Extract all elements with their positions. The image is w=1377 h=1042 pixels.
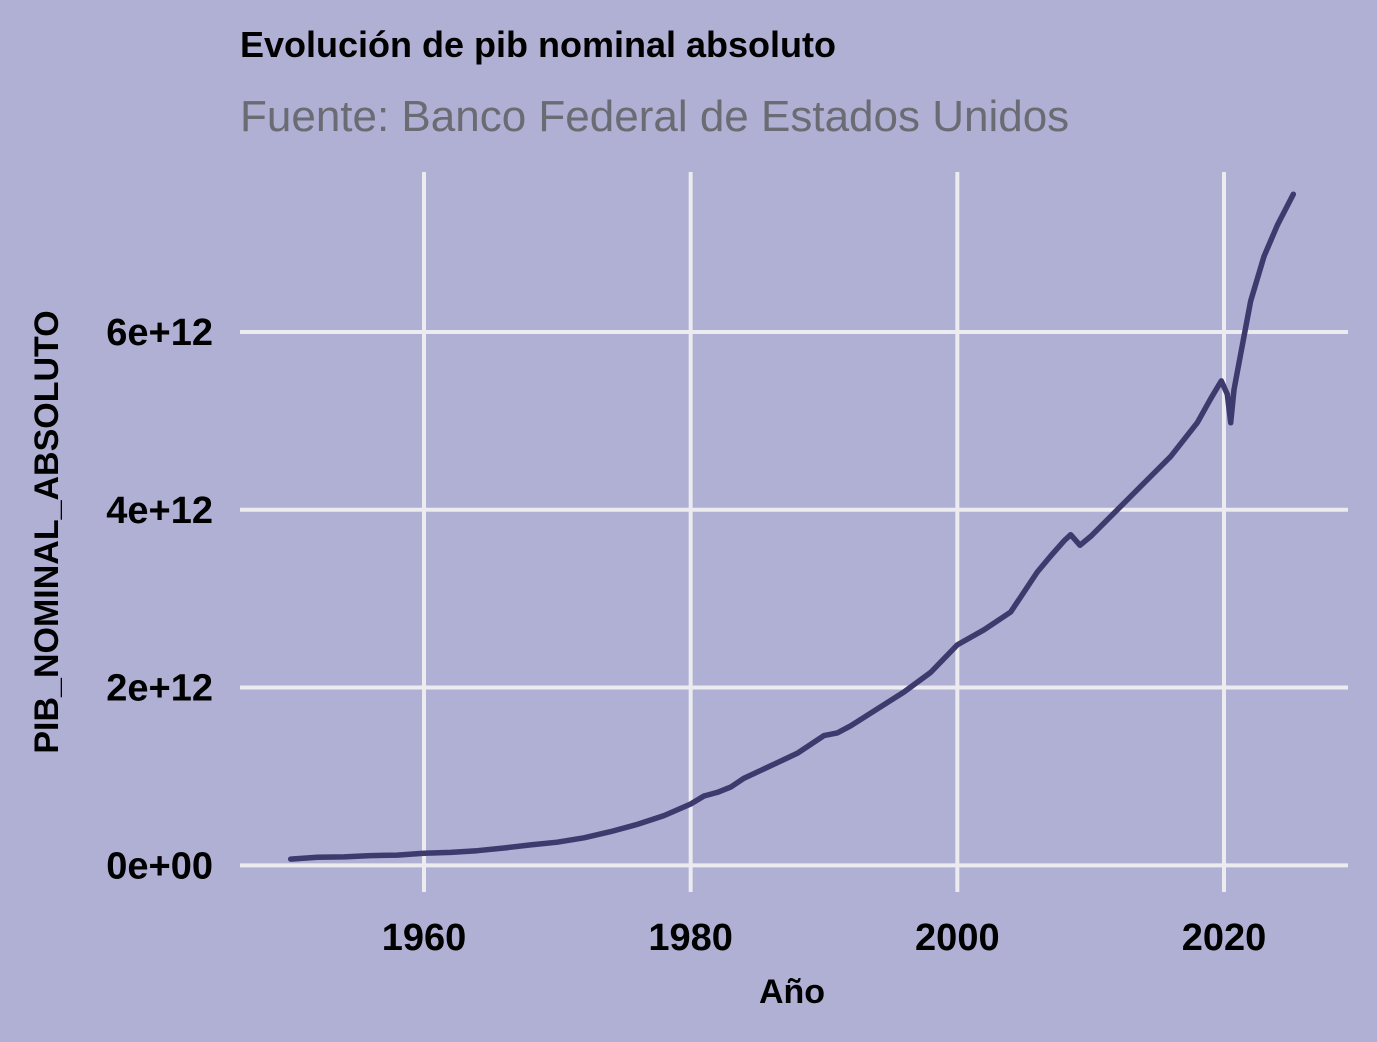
y-tick-labels: 0e+00 2e+12 4e+12 6e+12: [106, 312, 213, 887]
y-axis-title: PIB_NOMINAL_ABSOLUTO: [28, 310, 66, 753]
x-tick-label: 1960: [382, 917, 467, 959]
y-tick-label: 6e+12: [106, 312, 213, 354]
series-layer: [287, 191, 1297, 862]
y-tick-label: 2e+12: [106, 668, 213, 710]
chart-title: Evolución de pib nominal absoluto: [240, 24, 836, 65]
chart-subtitle: Fuente: Banco Federal de Estados Unidos: [240, 92, 1069, 141]
y-tick-label: 4e+12: [106, 490, 213, 532]
x-tick-label: 2020: [1182, 917, 1267, 959]
y-tick-label: 0e+00: [106, 845, 213, 887]
x-tick-label: 1980: [648, 917, 733, 959]
horizontal-gridlines: [240, 330, 1348, 868]
x-tick-label: 2000: [915, 917, 1000, 959]
x-axis-title: Año: [759, 973, 825, 1011]
series-line-0: [287, 191, 1297, 862]
x-tick-labels: 1960 1980 2000 2020: [382, 917, 1267, 959]
vertical-gridlines: [422, 172, 1226, 892]
